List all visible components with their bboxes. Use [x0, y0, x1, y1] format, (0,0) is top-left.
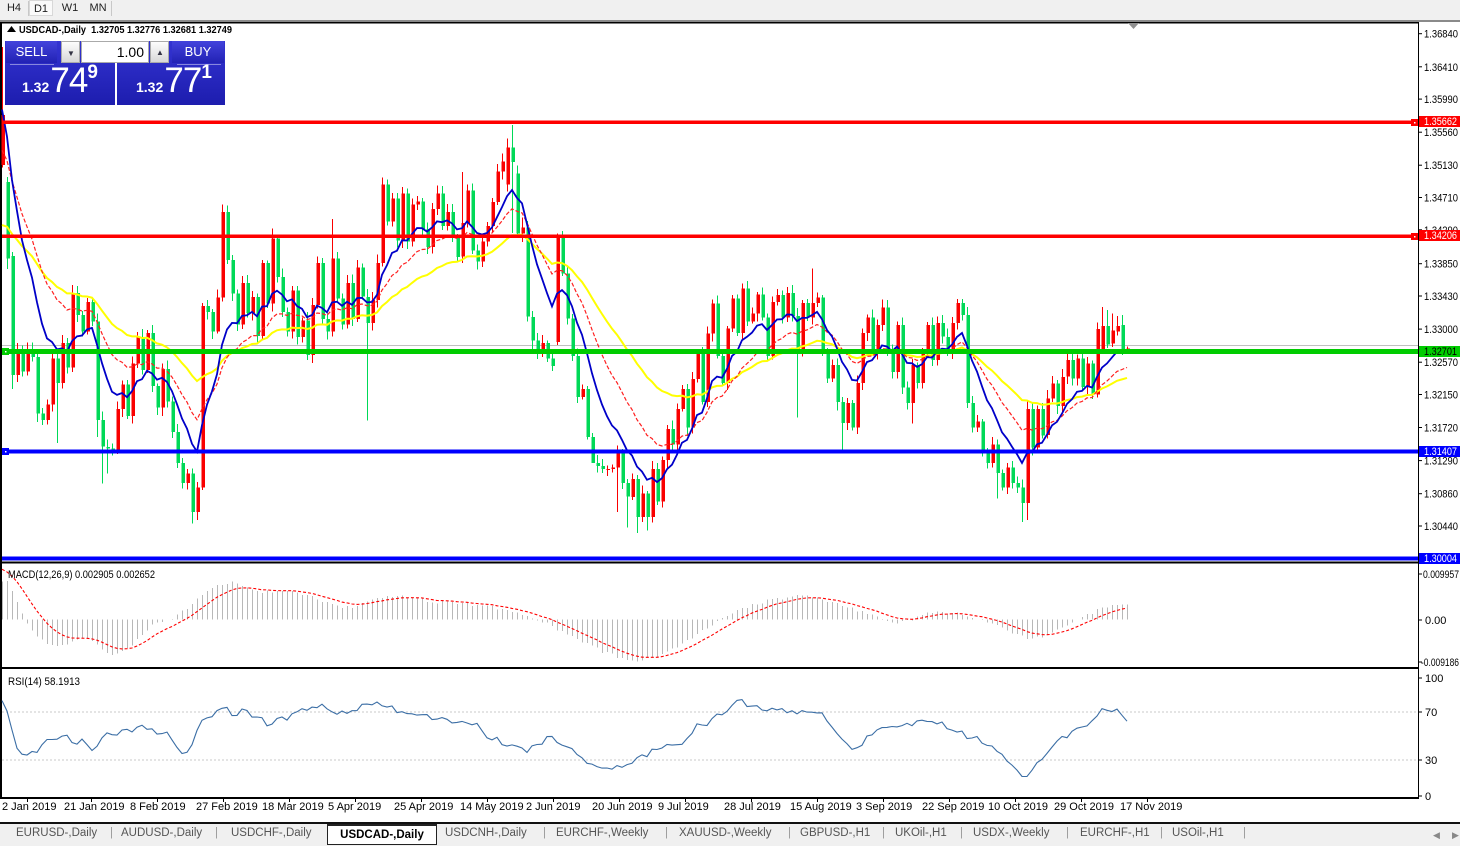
svg-text:28 Jul 2019: 28 Jul 2019	[724, 801, 781, 813]
svg-text:10 Oct 2019: 10 Oct 2019	[988, 801, 1048, 813]
svg-text:1.32150: 1.32150	[1424, 390, 1458, 402]
svg-text:0.00: 0.00	[1425, 615, 1446, 627]
svg-text:20 Jun 2019: 20 Jun 2019	[592, 801, 653, 813]
svg-text:1.36840: 1.36840	[1424, 29, 1458, 41]
svg-text:1.35990: 1.35990	[1424, 94, 1458, 106]
svg-text:-0.009186: -0.009186	[1421, 657, 1459, 669]
svg-text:1.33850: 1.33850	[1424, 259, 1458, 271]
svg-text:15 Aug 2019: 15 Aug 2019	[790, 801, 852, 813]
svg-text:1.33000: 1.33000	[1424, 324, 1458, 336]
svg-text:1.35662: 1.35662	[1424, 116, 1457, 128]
svg-text:30: 30	[1425, 755, 1437, 767]
svg-text:25 Apr 2019: 25 Apr 2019	[394, 801, 453, 813]
svg-text:1.31407: 1.31407	[1424, 446, 1457, 458]
svg-text:1.36410: 1.36410	[1424, 62, 1458, 74]
svg-text:1.30860: 1.30860	[1424, 489, 1458, 501]
svg-text:1.35560: 1.35560	[1424, 127, 1458, 139]
svg-text:5 Apr 2019: 5 Apr 2019	[328, 801, 381, 813]
svg-text:1.34710: 1.34710	[1424, 193, 1458, 205]
svg-text:1.34206: 1.34206	[1424, 230, 1457, 242]
svg-text:1.31290: 1.31290	[1424, 456, 1458, 468]
svg-text:0: 0	[1425, 791, 1431, 803]
svg-text:1.35130: 1.35130	[1424, 160, 1458, 172]
svg-text:18 Mar 2019: 18 Mar 2019	[262, 801, 324, 813]
svg-text:14 May 2019: 14 May 2019	[460, 801, 524, 813]
svg-text:3 Sep 2019: 3 Sep 2019	[856, 801, 912, 813]
svg-text:1.32570: 1.32570	[1424, 357, 1458, 369]
svg-text:9 Jul 2019: 9 Jul 2019	[658, 801, 709, 813]
svg-text:70: 70	[1425, 707, 1437, 719]
svg-text:100: 100	[1425, 673, 1443, 685]
svg-text:MACD(12,26,9) 0.002905 0.00265: MACD(12,26,9) 0.002905 0.002652	[8, 569, 155, 581]
svg-text:1.31720: 1.31720	[1424, 423, 1458, 435]
svg-text:2 Jun 2019: 2 Jun 2019	[526, 801, 580, 813]
svg-text:USDCAD-,Daily 1.32705 1.32776: USDCAD-,Daily 1.32705 1.32776 1.32681 1.…	[19, 24, 232, 36]
svg-text:27 Feb 2019: 27 Feb 2019	[196, 801, 258, 813]
svg-text:2 Jan 2019: 2 Jan 2019	[2, 801, 56, 813]
svg-text:17 Nov 2019: 17 Nov 2019	[1120, 801, 1182, 813]
svg-text:1.33430: 1.33430	[1424, 291, 1458, 303]
svg-text:0.009957: 0.009957	[1423, 569, 1459, 581]
svg-text:1.30440: 1.30440	[1424, 521, 1458, 533]
svg-text:1.32701: 1.32701	[1424, 346, 1457, 358]
svg-text:1.30004: 1.30004	[1424, 553, 1457, 565]
svg-text:29 Oct 2019: 29 Oct 2019	[1054, 801, 1114, 813]
svg-text:22 Sep 2019: 22 Sep 2019	[922, 801, 984, 813]
svg-text:RSI(14) 58.1913: RSI(14) 58.1913	[8, 676, 80, 688]
svg-text:21 Jan 2019: 21 Jan 2019	[64, 801, 125, 813]
svg-text:8 Feb 2019: 8 Feb 2019	[130, 801, 186, 813]
